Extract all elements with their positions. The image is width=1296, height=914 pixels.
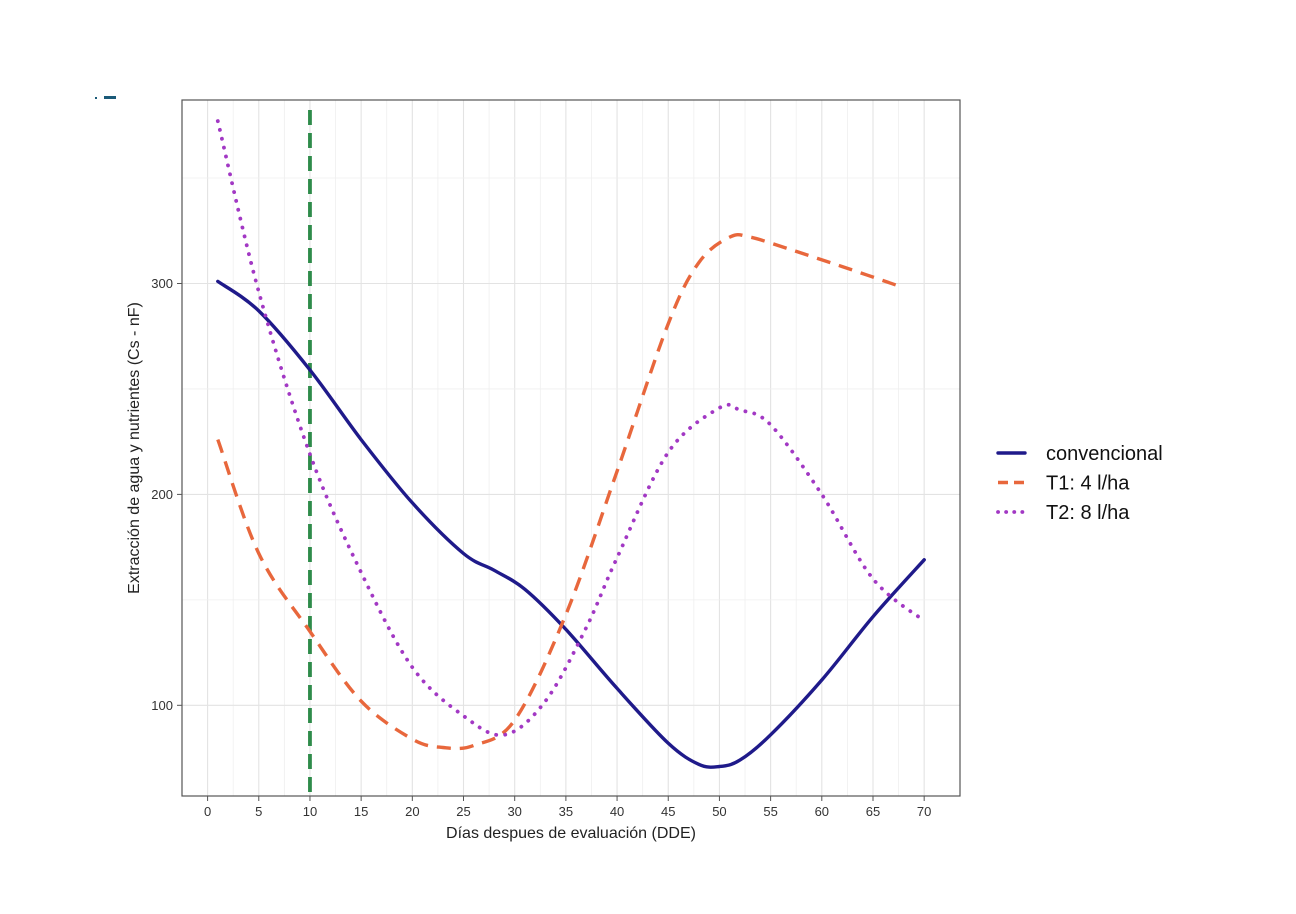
tiny-mark xyxy=(104,96,116,99)
x-tick-label: 55 xyxy=(763,804,777,819)
x-tick-label: 40 xyxy=(610,804,624,819)
y-tick-label: 300 xyxy=(151,276,173,291)
x-tick-label: 0 xyxy=(204,804,211,819)
x-tick-label: 5 xyxy=(255,804,262,819)
x-tick-label: 65 xyxy=(866,804,880,819)
x-tick-label: 20 xyxy=(405,804,419,819)
tiny-dot xyxy=(95,97,97,99)
legend-label-1: T1: 4 l/ha xyxy=(1046,473,1130,495)
y-tick-label: 200 xyxy=(151,487,173,502)
x-tick-label: 45 xyxy=(661,804,675,819)
x-tick-label: 25 xyxy=(456,804,470,819)
legend-label-0: convencional xyxy=(1046,443,1163,465)
x-axis-title: Días despues de evaluación (DDE) xyxy=(446,825,696,842)
legend: convencional T1: 4 l/ha T2: 8 l/ha xyxy=(996,443,1163,524)
y-tick-label: 100 xyxy=(151,698,173,713)
x-tick-label: 70 xyxy=(917,804,931,819)
series-line-2 xyxy=(215,119,927,738)
grid xyxy=(182,100,960,796)
x-tick-label: 60 xyxy=(815,804,829,819)
x-tick-label: 50 xyxy=(712,804,726,819)
x-tick-label: 35 xyxy=(559,804,573,819)
y-axis-title: Extracción de agua y nutrientes (Cs - nF… xyxy=(126,302,143,594)
legend-label-2: T2: 8 l/ha xyxy=(1046,502,1130,524)
plot-border xyxy=(181,99,961,797)
axes: 0 5 10 15 20 25 30 35 40 45 50 55 60 65 70 100 200 300 xyxy=(151,276,931,819)
x-tick-label: 30 xyxy=(507,804,521,819)
x-tick-label: 10 xyxy=(303,804,317,819)
x-tick-label: 15 xyxy=(354,804,368,819)
series-line-0 xyxy=(216,279,926,769)
plot-lines xyxy=(215,110,927,796)
series-line-1 xyxy=(216,233,905,751)
